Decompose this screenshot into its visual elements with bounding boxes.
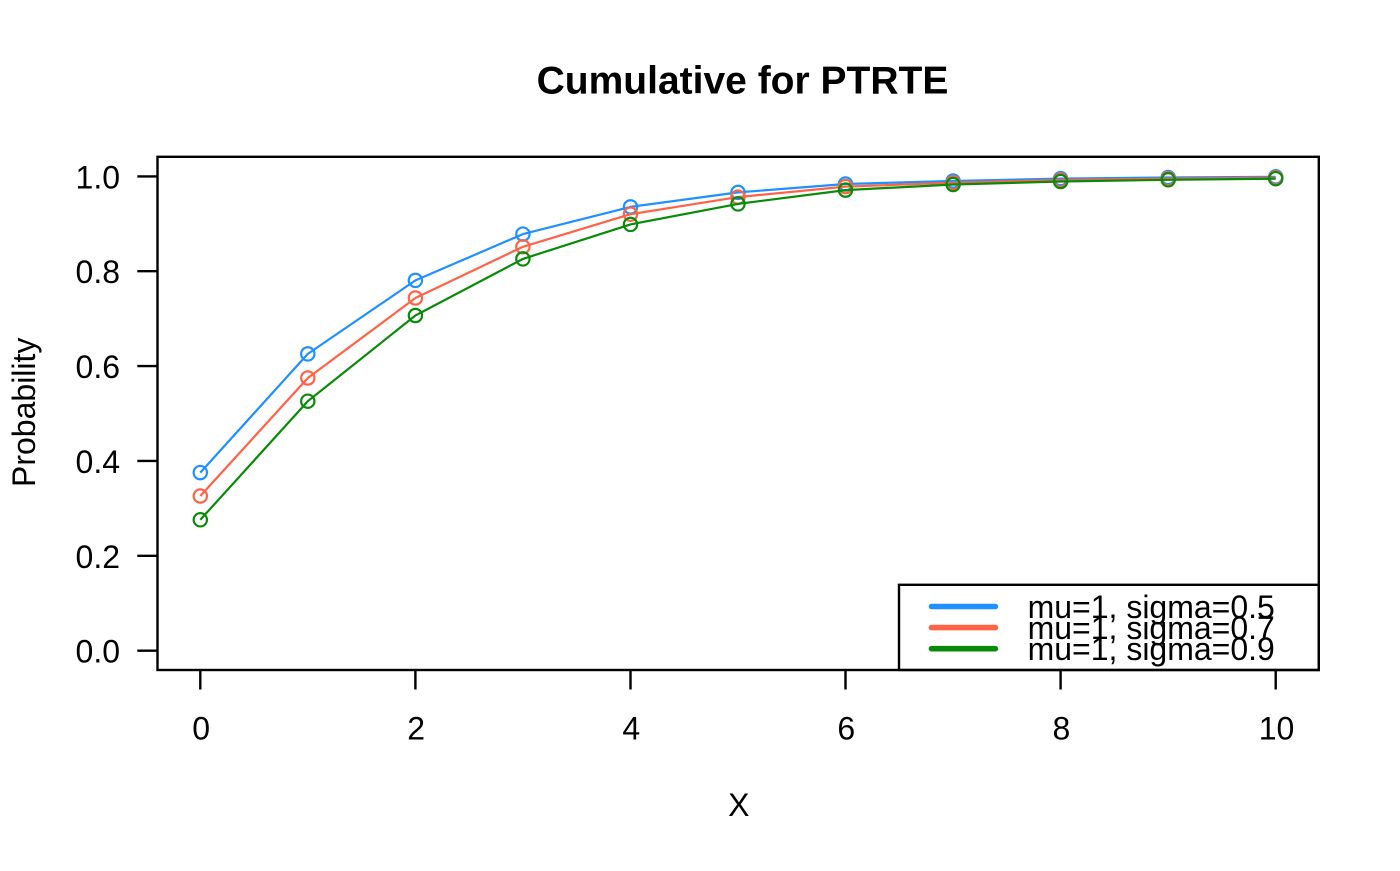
svg-text:4: 4 — [622, 710, 640, 746]
svg-text:0.8: 0.8 — [76, 254, 120, 290]
svg-text:mu=1, sigma=0.7: mu=1, sigma=0.7 — [1028, 610, 1275, 646]
svg-text:mu=1, sigma=0.5: mu=1, sigma=0.5 — [1028, 589, 1275, 625]
svg-text:0.4: 0.4 — [76, 444, 120, 480]
svg-text:6: 6 — [837, 710, 855, 746]
svg-text:0.0: 0.0 — [76, 634, 120, 670]
svg-text:0.2: 0.2 — [76, 539, 120, 575]
svg-text:0: 0 — [192, 710, 210, 746]
svg-text:Cumulative for PTRTE: Cumulative for PTRTE — [537, 60, 949, 103]
svg-text:8: 8 — [1053, 710, 1071, 746]
svg-text:2: 2 — [407, 710, 425, 746]
svg-text:mu=1, sigma=0.9: mu=1, sigma=0.9 — [1028, 631, 1275, 667]
svg-text:X: X — [728, 787, 749, 823]
svg-text:10: 10 — [1259, 710, 1295, 746]
svg-text:1.0: 1.0 — [76, 159, 120, 195]
svg-text:0.6: 0.6 — [76, 349, 120, 385]
svg-text:Probability: Probability — [6, 338, 42, 487]
